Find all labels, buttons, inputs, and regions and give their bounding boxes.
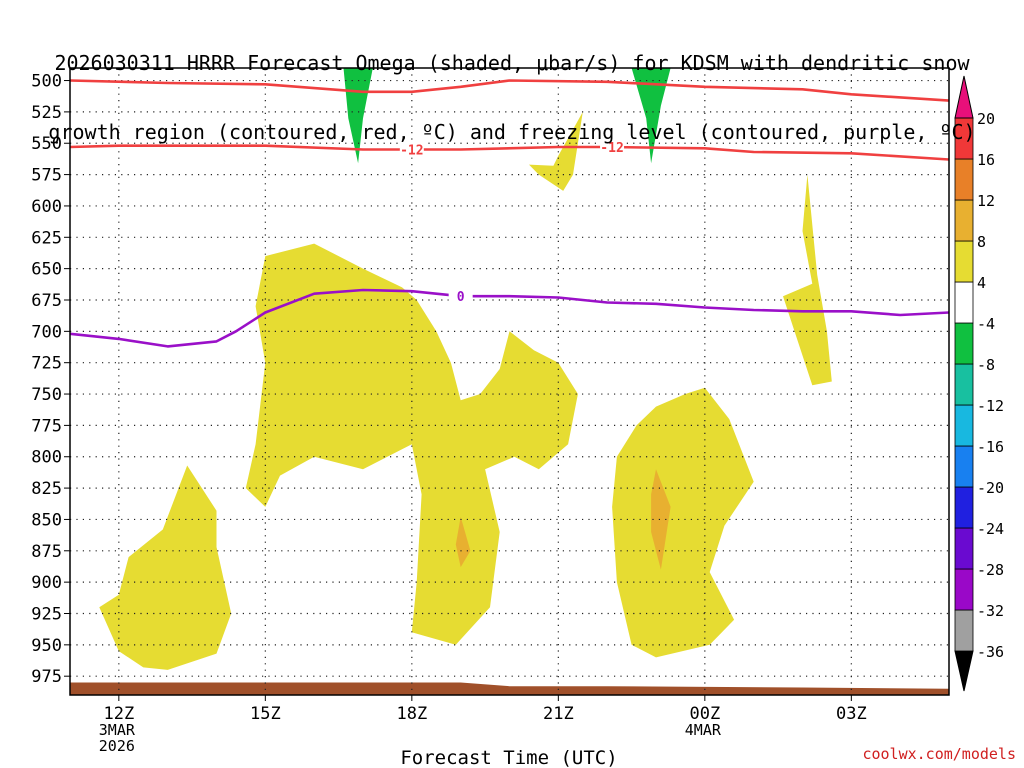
shaded-omega-layer (99, 68, 832, 670)
colorbar-arrow-high (954, 75, 974, 119)
omega-region-8 (631, 68, 671, 164)
y-tick-label-575: 575 (31, 166, 62, 186)
y-tick-label-625: 625 (31, 228, 62, 248)
y-tick-label-600: 600 (31, 197, 62, 217)
colorbar-label-8: 8 (977, 233, 986, 251)
x-tick-sublabel-12Z-0: 3MAR (99, 721, 136, 739)
contour-2 (70, 288, 949, 348)
contour-label-bg-0-0 (399, 141, 424, 158)
plot-frame (69, 67, 950, 696)
colorbar-label--24: -24 (977, 520, 1004, 538)
y-tick-label-525: 525 (31, 103, 62, 123)
colorbar-label-16: 16 (977, 151, 995, 169)
title-line-2: growth region (contoured, red, ºC) and f… (48, 120, 976, 144)
contour-label-bg-2-0 (448, 288, 473, 305)
chart-title: 2026030311 HRRR Forecast Omega (shaded, … (0, 6, 1024, 167)
contour-0 (70, 144, 949, 161)
colorbar-bin-4 (954, 445, 974, 488)
colorbar-bin-9 (954, 240, 974, 283)
x-tick-sublabel-12Z-1: 2026 (99, 737, 135, 755)
axis-layer: 500 525 550 575 600 625 650 675 700 725 750 775 800 8… (31, 72, 866, 755)
contour-label-0-1: -12 (600, 141, 623, 156)
contour-label-2-0: 0 (457, 290, 465, 305)
x-tick-sublabel-00Z-0: 4MAR (685, 721, 722, 739)
colorbar-label--12: -12 (977, 397, 1004, 415)
y-tick-label-900: 900 (31, 573, 62, 593)
colorbar-arrow-low (954, 650, 974, 692)
colorbar-label--32: -32 (977, 602, 1004, 620)
y-tick-label-650: 650 (31, 260, 62, 280)
contour-1 (70, 79, 949, 102)
colorbar-label--36: -36 (977, 643, 1004, 661)
y-tick-label-825: 825 (31, 479, 62, 499)
omega-region-2 (612, 387, 754, 658)
y-tick-label-675: 675 (31, 291, 62, 311)
x-axis-label: Forecast Time (UTC) (400, 747, 617, 768)
colorbar-label-4: 4 (977, 274, 986, 292)
y-tick-label-775: 775 (31, 416, 62, 436)
y-tick-label-975: 975 (31, 667, 62, 687)
x-tick-label-00Z: 00Z (689, 704, 720, 724)
y-tick-label-950: 950 (31, 636, 62, 656)
colorbar-bin-2 (954, 527, 974, 570)
colorbar-label-12: 12 (977, 192, 995, 210)
site-credit: coolwx.com/models (862, 745, 1016, 763)
colorbar-bin-5 (954, 404, 974, 447)
y-tick-label-500: 500 (31, 72, 62, 92)
y-tick-label-750: 750 (31, 385, 62, 405)
contour-label-bg-0-1 (600, 139, 625, 156)
omega-region-1 (245, 243, 578, 645)
y-tick-label-925: 925 (31, 604, 62, 624)
colorbar-bin-8 (954, 281, 974, 324)
omega-region-3 (529, 111, 583, 191)
y-tick-label-725: 725 (31, 354, 62, 374)
colorbar-label-20: 20 (977, 110, 995, 128)
colorbar-bin-10 (954, 199, 974, 242)
x-tick-label-12Z: 12Z (103, 704, 134, 724)
colorbar: -36 -32 -28 -24 -20 -16 -12 -8 -4 4 8 12 16 20 (954, 75, 1004, 692)
colorbar-label--4: -4 (977, 315, 995, 333)
colorbar-bin-0 (954, 609, 974, 652)
y-tick-label-850: 850 (31, 510, 62, 530)
omega-region-6 (651, 469, 671, 570)
x-tick-label-18Z: 18Z (396, 704, 427, 724)
x-tick-label-21Z: 21Z (543, 704, 574, 724)
terrain-layer (70, 682, 949, 695)
contour-label-0-0: -12 (400, 144, 423, 159)
colorbar-bin-1 (954, 568, 974, 611)
y-tick-label-550: 550 (31, 134, 62, 154)
colorbar-bin-6 (954, 363, 974, 406)
title-line-1: 2026030311 HRRR Forecast Omega (shaded, … (54, 51, 970, 75)
colorbar-label--8: -8 (977, 356, 995, 374)
omega-region-4 (783, 174, 832, 386)
colorbar-label--16: -16 (977, 438, 1004, 456)
colorbar-bin-3 (954, 486, 974, 529)
colorbar-label--20: -20 (977, 479, 1004, 497)
x-tick-label-03Z: 03Z (836, 704, 867, 724)
y-tick-label-875: 875 (31, 542, 62, 562)
colorbar-label--28: -28 (977, 561, 1004, 579)
y-tick-label-800: 800 (31, 448, 62, 468)
y-tick-label-700: 700 (31, 322, 62, 342)
x-tick-label-15Z: 15Z (250, 704, 281, 724)
terrain-fill (70, 682, 949, 695)
contour-layer: -12 -12 0 (70, 79, 949, 348)
omega-region-0 (99, 465, 232, 670)
colorbar-bin-7 (954, 322, 974, 365)
omega-region-5 (455, 516, 471, 568)
